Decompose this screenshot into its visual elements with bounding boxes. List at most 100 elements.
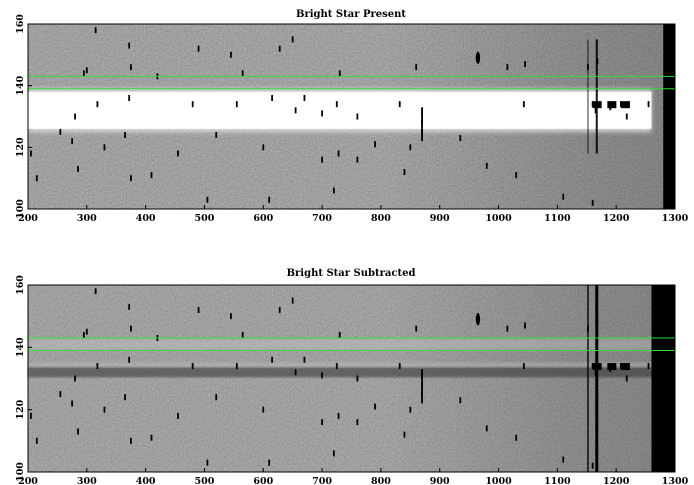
bad-pixel	[59, 391, 62, 398]
artifact-blob	[592, 101, 602, 109]
x-axis: 200 300 400 500 600 700 800 900 1000 1100 1200 1300	[18, 468, 689, 485]
bad-pixel	[197, 45, 200, 52]
x-tick-label: 300	[77, 476, 97, 485]
bad-pixel	[609, 366, 612, 373]
bad-pixel	[177, 150, 179, 157]
bad-pixel	[206, 459, 209, 466]
bad-pixel	[421, 381, 423, 388]
bad-pixel	[30, 412, 32, 419]
y-axis: 100 120 140 160	[15, 275, 32, 482]
x-tick-label: 1100	[544, 476, 571, 485]
bad-pixel	[103, 406, 106, 413]
bad-pixel	[515, 434, 518, 441]
bad-pixel	[421, 128, 423, 135]
bad-pixel	[562, 456, 565, 463]
bad-pixel	[278, 45, 281, 52]
residual-band	[28, 367, 655, 378]
bad-pixel	[230, 313, 232, 320]
bad-pixel	[291, 297, 294, 304]
bad-pixel	[71, 400, 74, 407]
star-band	[28, 91, 652, 129]
x-tick-label: 500	[195, 213, 215, 224]
bad-pixel	[74, 375, 76, 382]
bad-pixel	[421, 119, 423, 126]
bad-pixel	[124, 132, 126, 138]
bad-pixel	[524, 322, 526, 329]
bad-pixel	[278, 306, 281, 313]
bad-pixel	[271, 356, 273, 363]
bad-pixel	[485, 425, 488, 432]
masked-region	[651, 285, 675, 472]
x-tick-label: 1300	[662, 476, 689, 485]
y-tick-label: 100	[15, 199, 26, 219]
artifact-blob	[620, 363, 630, 371]
bad-pixel	[591, 101, 594, 108]
bad-pixel	[459, 397, 462, 404]
bad-pixel	[128, 303, 131, 310]
artifact-blob	[607, 101, 617, 109]
residual-glow	[28, 338, 655, 351]
bad-pixel	[587, 325, 589, 332]
bad-pixel	[71, 138, 74, 145]
bad-pixel	[35, 175, 38, 182]
y-tick-label: 120	[15, 399, 26, 419]
noise-ramp	[28, 285, 675, 472]
bad-pixel	[415, 64, 418, 71]
x-tick-label: 200	[18, 476, 38, 485]
artifact-blob	[475, 51, 481, 64]
bad-pixel	[130, 437, 132, 444]
x-tick-label: 1000	[485, 213, 512, 224]
bad-pixel	[591, 199, 594, 206]
x-tick-label: 700	[312, 213, 332, 224]
bad-pixel	[294, 107, 297, 114]
y-tick-label: 140	[15, 337, 26, 357]
bad-pixel	[647, 101, 650, 108]
bad-pixel	[356, 419, 359, 426]
x-tick-label: 900	[430, 476, 450, 485]
bad-pixel	[94, 27, 97, 34]
bad-pixel	[421, 391, 423, 398]
artifact-blob	[607, 363, 617, 371]
bad-pixel	[403, 169, 406, 175]
bad-pixel	[647, 363, 650, 370]
bad-pixel	[522, 101, 525, 108]
bad-pixel	[197, 306, 200, 313]
bad-pixel	[303, 95, 306, 101]
bad-pixel	[356, 375, 359, 382]
bad-pixel	[130, 64, 132, 71]
bad-pixel	[262, 406, 265, 413]
bad-pixel	[262, 144, 265, 151]
panel-bright-star-present: Bright Star Present 200 300 400 500 600 700 80…	[15, 9, 689, 224]
artifact-blob	[620, 101, 630, 109]
bad-pixel	[82, 331, 85, 338]
panel-title: Bright Star Present	[296, 9, 406, 20]
bad-pixel	[268, 459, 271, 466]
bad-pixel	[619, 101, 622, 108]
bad-pixel	[459, 135, 462, 142]
bad-pixel	[506, 64, 509, 71]
bad-pixel	[591, 363, 594, 370]
artifact-blob	[475, 313, 481, 326]
bad-pixel	[403, 431, 406, 438]
bad-pixel	[335, 363, 338, 370]
bad-pixel	[477, 313, 479, 320]
bad-pixel	[421, 372, 423, 379]
panel-title: Bright Star Subtracted	[287, 268, 416, 279]
bad-pixel	[128, 95, 131, 101]
x-tick-label: 700	[312, 476, 332, 485]
bad-pixel	[235, 363, 238, 370]
bad-pixel	[321, 419, 323, 426]
bad-pixel	[594, 369, 597, 376]
bad-pixel	[268, 196, 271, 203]
bad-pixel	[398, 363, 401, 370]
bad-pixel	[625, 113, 628, 120]
bad-pixel	[85, 328, 88, 335]
bad-pixel	[338, 70, 341, 77]
bad-pixel	[587, 64, 589, 71]
bad-pixel	[241, 331, 244, 338]
x-tick-label: 800	[371, 213, 391, 224]
bad-pixel	[241, 70, 244, 77]
bad-pixel	[619, 363, 622, 370]
plot-area	[27, 284, 676, 473]
